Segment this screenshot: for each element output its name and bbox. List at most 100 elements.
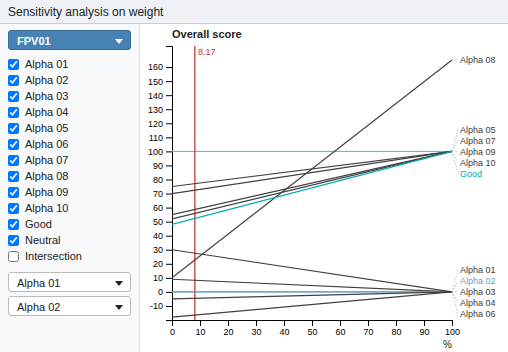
tick: 30 [251, 320, 261, 337]
tick: 50 [307, 320, 317, 337]
checkbox[interactable] [8, 59, 19, 70]
label-connector [452, 292, 458, 303]
checkbox-label: Alpha 06 [25, 136, 68, 152]
tick-mark [166, 208, 172, 209]
dropdown[interactable]: FPV01 [8, 30, 131, 50]
main-area: FPV01Alpha 01Alpha 02Alpha 03Alpha 04Alp… [0, 24, 508, 352]
tick-mark [166, 306, 172, 307]
checkbox[interactable] [8, 187, 19, 198]
end-labels: Alpha 08Alpha 05Alpha 07Alpha 09Alpha 10… [452, 55, 496, 319]
tick: 10 [195, 320, 205, 337]
checkbox[interactable] [8, 123, 19, 134]
tick-label: 10 [195, 327, 205, 337]
checkbox-row[interactable]: Good [8, 216, 131, 232]
checkbox[interactable] [8, 171, 19, 182]
series-label: Good [460, 169, 482, 179]
checkbox-row[interactable]: Alpha 04 [8, 104, 131, 120]
spacer [8, 264, 131, 272]
chart-container: 0102030405060708090100-10010203040506070… [140, 24, 508, 352]
tick-mark [166, 81, 172, 82]
select-label: Alpha 02 [17, 301, 60, 313]
checkbox-row[interactable]: Alpha 08 [8, 168, 131, 184]
select[interactable]: Alpha 02 [8, 296, 131, 316]
marks [172, 46, 452, 320]
label-connector [452, 270, 458, 292]
checkbox[interactable] [8, 107, 19, 118]
tick-mark [166, 194, 172, 195]
tick-label: 90 [153, 161, 163, 171]
select[interactable]: Alpha 01 [8, 272, 131, 292]
label-connector [452, 151, 458, 173]
tick-label: 60 [335, 327, 345, 337]
tick: 100 [148, 147, 172, 157]
tick-label: -10 [150, 301, 163, 311]
tick: 40 [153, 231, 172, 241]
tick-label: 60 [153, 203, 163, 213]
dropdown-caret [115, 39, 123, 44]
tick-mark [166, 250, 172, 251]
series-label: Alpha 03 [460, 287, 496, 297]
series-label: Alpha 04 [460, 298, 496, 308]
tick-mark [166, 278, 172, 279]
tick-mark [166, 179, 172, 180]
tick-mark [166, 109, 172, 110]
series-line [172, 291, 452, 292]
checkbox-row[interactable]: Alpha 05 [8, 120, 131, 136]
tick-label: 40 [153, 231, 163, 241]
tick-mark [166, 67, 172, 68]
series-line [172, 151, 452, 224]
tick-mark [452, 320, 453, 326]
checkbox-label: Alpha 10 [25, 200, 68, 216]
tick-label: 120 [148, 119, 163, 129]
tick: 60 [335, 320, 345, 337]
checkbox-row[interactable]: Alpha 03 [8, 88, 131, 104]
series-label: Alpha 01 [460, 265, 496, 275]
checkbox-row[interactable]: Alpha 02 [8, 72, 131, 88]
checkbox[interactable] [8, 139, 19, 150]
series-label: Alpha 02 [460, 276, 496, 286]
tick-label: 150 [148, 77, 163, 87]
label-connector [452, 151, 458, 162]
tick-mark [166, 292, 172, 293]
label-connector [452, 129, 458, 151]
tick: 90 [153, 161, 172, 171]
tick-mark [166, 236, 172, 237]
checkbox[interactable] [8, 235, 19, 246]
checkbox-row[interactable]: Neutral [8, 232, 131, 248]
tick-label: 30 [153, 245, 163, 255]
tick: 100 [445, 320, 460, 337]
tick: 110 [149, 133, 172, 143]
tick-mark [256, 320, 257, 326]
sidebar: FPV01Alpha 01Alpha 02Alpha 03Alpha 04Alp… [0, 24, 140, 352]
tick-label: 110 [149, 133, 163, 143]
tick-label: 140 [148, 91, 163, 101]
tick-mark [340, 320, 341, 326]
checkbox[interactable] [8, 155, 19, 166]
checkbox-row[interactable]: Alpha 10 [8, 200, 131, 216]
checkbox-row[interactable]: Alpha 09 [8, 184, 131, 200]
checkbox-row[interactable]: Intersection [8, 248, 131, 264]
checkbox[interactable] [8, 75, 19, 86]
tick-label: 80 [153, 175, 163, 185]
series-label: Alpha 06 [460, 309, 496, 319]
reference-line [172, 151, 452, 152]
checkbox-label: Alpha 01 [25, 56, 68, 72]
tick-label: 0 [158, 287, 163, 297]
tick-mark [166, 95, 172, 96]
tick-label: 20 [153, 259, 163, 269]
label-connector [452, 292, 458, 314]
tick-mark [166, 264, 172, 265]
checkbox[interactable] [8, 91, 19, 102]
checkbox[interactable] [8, 203, 19, 214]
checkbox[interactable] [8, 219, 19, 230]
checkbox[interactable] [8, 251, 19, 262]
checkbox-label: Alpha 05 [25, 120, 68, 136]
checkbox-row[interactable]: Alpha 06 [8, 136, 131, 152]
checkbox-row[interactable]: Alpha 01 [8, 56, 131, 72]
label-connector [452, 151, 458, 152]
tick: 70 [363, 320, 373, 337]
tick-label: 0 [170, 327, 175, 337]
checkbox-row[interactable]: Alpha 07 [8, 152, 131, 168]
x-axis-title: % [443, 339, 452, 350]
tick-mark [284, 320, 285, 326]
